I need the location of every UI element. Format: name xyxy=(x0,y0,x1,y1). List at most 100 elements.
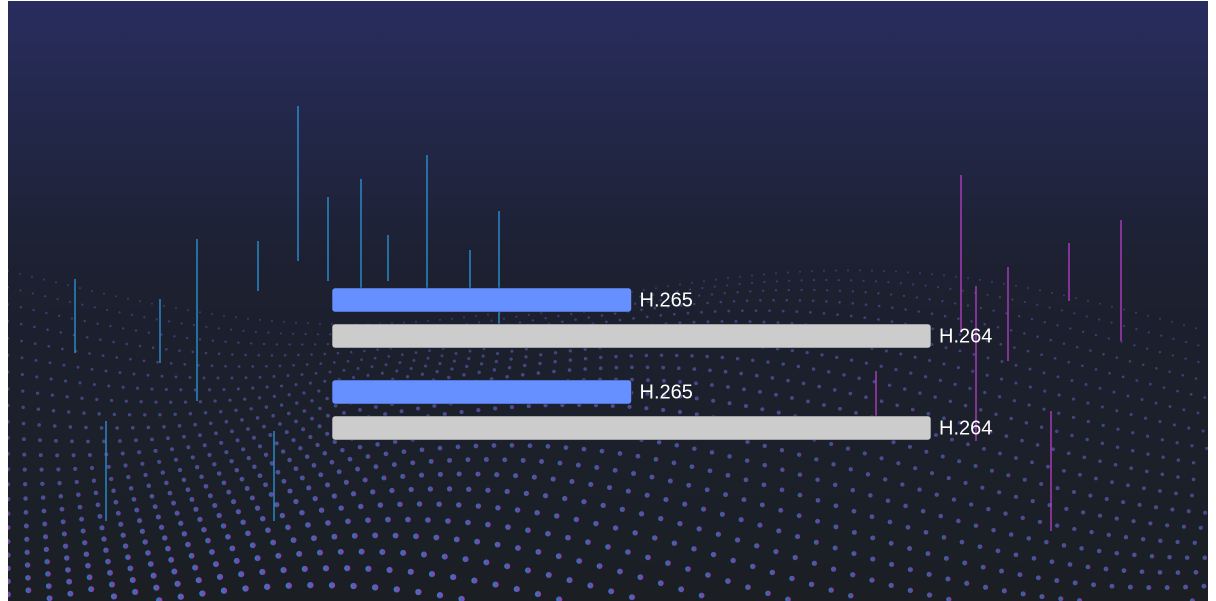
dot xyxy=(254,555,261,562)
dot xyxy=(1030,460,1034,465)
dot xyxy=(943,555,949,561)
dot xyxy=(964,580,970,586)
dot xyxy=(1101,423,1105,428)
dot xyxy=(139,300,141,303)
dot xyxy=(340,447,345,453)
dot xyxy=(224,364,227,368)
dot xyxy=(125,554,131,560)
dot xyxy=(1087,299,1089,302)
dot xyxy=(280,567,287,574)
dot xyxy=(632,317,635,320)
dot xyxy=(801,381,806,386)
dot xyxy=(21,421,26,426)
dot xyxy=(383,451,389,457)
dot xyxy=(1176,458,1181,462)
dot xyxy=(118,311,121,314)
dot xyxy=(347,456,353,462)
dot xyxy=(485,487,491,493)
dot xyxy=(1042,371,1046,375)
dot xyxy=(20,373,24,377)
dot xyxy=(1036,335,1039,338)
dot xyxy=(496,352,500,356)
dot xyxy=(671,540,678,546)
dot xyxy=(8,591,11,598)
dot xyxy=(414,351,418,354)
dot xyxy=(244,486,250,491)
dot xyxy=(920,508,926,514)
dot xyxy=(252,435,256,440)
dot xyxy=(887,281,890,284)
dot xyxy=(966,442,970,447)
dot xyxy=(671,460,677,466)
dot xyxy=(195,577,202,584)
dot xyxy=(195,465,200,470)
dot xyxy=(285,524,291,531)
dot xyxy=(646,378,650,382)
dot xyxy=(946,476,951,481)
dot xyxy=(8,303,10,306)
dot xyxy=(173,335,176,338)
dot xyxy=(769,569,776,576)
dot xyxy=(509,357,513,361)
dot xyxy=(8,319,10,323)
dot xyxy=(980,564,986,570)
dot xyxy=(1014,456,1018,460)
dot xyxy=(969,502,974,507)
bar xyxy=(331,379,632,405)
dot xyxy=(88,586,95,593)
dot xyxy=(872,379,877,384)
dot xyxy=(799,270,801,273)
dot xyxy=(249,407,253,411)
dot xyxy=(115,356,119,359)
dot xyxy=(907,587,914,594)
dot xyxy=(505,374,510,379)
dot xyxy=(231,499,237,505)
dot xyxy=(56,298,59,301)
dot xyxy=(403,321,405,324)
dot xyxy=(727,401,732,406)
dot xyxy=(962,560,968,566)
dot xyxy=(941,300,944,303)
dot xyxy=(36,407,41,411)
dot xyxy=(1176,389,1179,393)
dot xyxy=(639,295,642,298)
dot xyxy=(1085,564,1091,570)
dot xyxy=(473,443,479,449)
dot xyxy=(940,454,945,459)
dot xyxy=(61,531,67,537)
dot xyxy=(726,385,730,389)
dot xyxy=(1181,373,1185,377)
dot xyxy=(934,492,939,497)
dot xyxy=(629,594,635,601)
dot xyxy=(134,438,138,443)
dot xyxy=(79,516,85,522)
dot xyxy=(233,557,240,564)
dot xyxy=(401,353,404,356)
dot xyxy=(224,419,229,424)
dot xyxy=(62,543,69,549)
dot xyxy=(468,349,472,353)
dot xyxy=(1161,455,1165,459)
dot xyxy=(328,370,332,374)
dot xyxy=(1172,423,1176,427)
dot xyxy=(905,524,911,530)
dot xyxy=(968,386,972,391)
dot xyxy=(235,438,240,443)
dot xyxy=(1039,594,1045,600)
dot xyxy=(1067,562,1073,567)
dot xyxy=(451,317,453,320)
dot xyxy=(23,482,28,487)
dot xyxy=(879,399,884,404)
dot xyxy=(452,359,456,363)
dot xyxy=(358,548,365,555)
dot xyxy=(1129,412,1133,417)
dot xyxy=(643,289,645,292)
dot xyxy=(685,295,688,299)
dot xyxy=(123,463,128,468)
dot xyxy=(136,386,140,390)
dot xyxy=(1057,393,1061,397)
dot xyxy=(1192,540,1197,545)
dot xyxy=(319,322,321,325)
dot xyxy=(446,486,453,492)
dot xyxy=(665,560,671,566)
